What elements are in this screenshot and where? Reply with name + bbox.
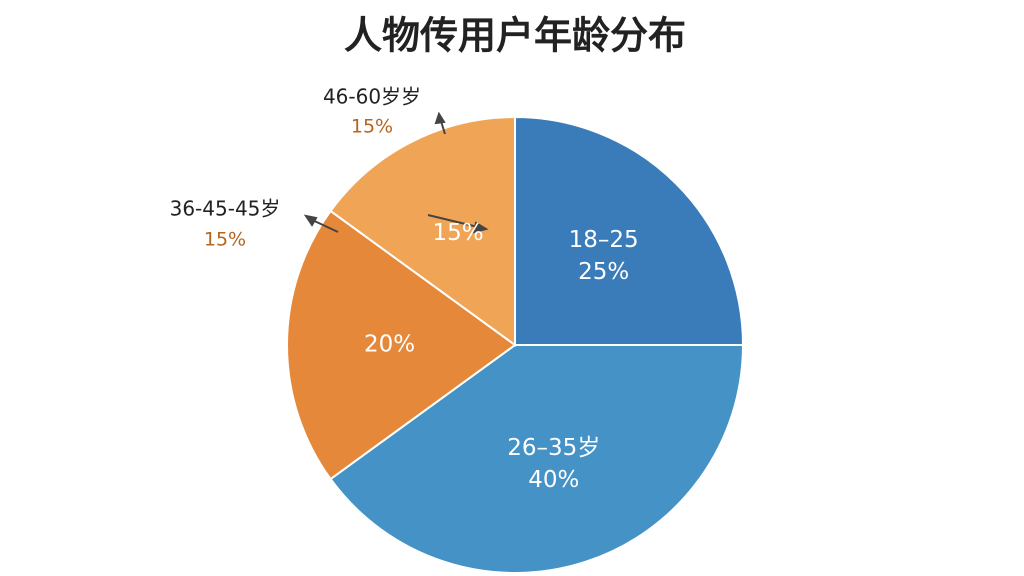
- slice-value: 25%: [578, 259, 629, 285]
- slice-name: 26–35岁: [507, 435, 600, 461]
- callout-text: 15%: [351, 116, 393, 138]
- callout-arrows: [303, 111, 489, 234]
- pie: [286, 115, 745, 574]
- arrowhead: [434, 111, 446, 125]
- slice: [286, 209, 517, 481]
- callout-text: 15%: [204, 229, 246, 251]
- arrowhead: [472, 221, 489, 234]
- slice-value: 15%: [433, 220, 484, 246]
- slice-value: 20%: [364, 332, 415, 358]
- slice-name: 18–25: [569, 227, 639, 253]
- slice-value: 40%: [528, 467, 579, 493]
- chart-title: 人物传用户年龄分布: [344, 14, 686, 58]
- arrow: [427, 214, 483, 229]
- arrowhead: [303, 214, 318, 227]
- callout-name: 36-45-45岁: [170, 197, 281, 221]
- callout-name: 46-60岁岁: [323, 85, 421, 109]
- slice: [329, 344, 745, 574]
- slice: [514, 115, 745, 346]
- slice: [329, 115, 516, 347]
